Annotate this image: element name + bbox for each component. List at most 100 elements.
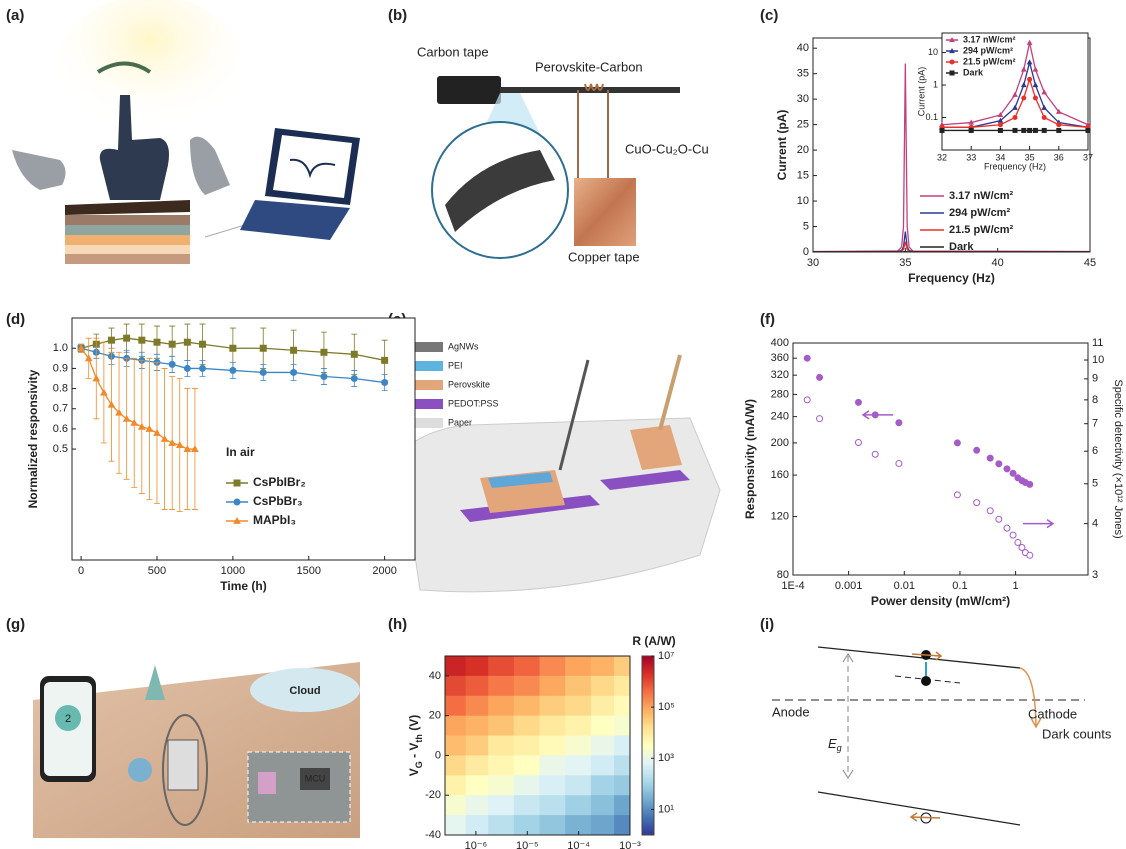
axis-label: Time (h): [220, 579, 266, 593]
heatmap-cell: [445, 795, 466, 815]
y-tick-label: 0.9: [53, 362, 68, 374]
x-tick-label: 0.1: [952, 580, 967, 592]
heatmap-cell: [488, 755, 514, 775]
illustration-a-shape: [65, 215, 190, 225]
heatmap-cell: [540, 795, 566, 815]
heatmap-cell: [591, 676, 615, 696]
heatmap-cell: [488, 696, 514, 716]
panel-label: (c): [760, 7, 778, 24]
axis-label-part: V: [407, 768, 421, 776]
heatmap-cell: [614, 696, 630, 716]
x-tick-label: 33: [966, 152, 976, 162]
heatmap-cell: [565, 736, 591, 756]
marker: [321, 349, 327, 355]
illustration-a-shape: [240, 200, 350, 240]
x-tick-label: 10⁻³: [619, 840, 641, 849]
x-tick-label: 0: [78, 565, 84, 577]
x-tick-label: 10⁻⁴: [567, 840, 590, 849]
heatmap-cell: [488, 716, 514, 736]
energy-gap-subscript: g: [837, 743, 842, 753]
heatmap-cell: [466, 676, 489, 696]
heatmap-cell: [466, 716, 489, 736]
axis-label: Current (pA): [916, 67, 926, 117]
heatmap-cell: [540, 676, 566, 696]
marker: [184, 365, 190, 371]
y2-tick-label: 8: [1092, 394, 1098, 406]
legend-marker: [950, 60, 954, 64]
heatmap-cell: [488, 736, 514, 756]
heatmap-cell: [565, 775, 591, 795]
heatmap-cell: [445, 716, 466, 736]
illustration-e-shape: [415, 399, 443, 409]
heatmap-cell: [614, 736, 630, 756]
x-tick-label: 45: [1084, 257, 1096, 269]
heatmap-cell: [565, 795, 591, 815]
marker: [896, 420, 902, 426]
label: Anode: [772, 704, 810, 719]
x-tick-label: 1: [1013, 580, 1019, 592]
heatmap-cell: [488, 795, 514, 815]
heatmap-cell: [540, 775, 566, 795]
legend-label: PEI: [448, 360, 463, 370]
marker: [987, 508, 993, 514]
marker: [200, 341, 206, 347]
y-tick-label: 360: [771, 352, 789, 364]
marker: [139, 337, 145, 343]
y-tick-label: 80: [777, 569, 789, 581]
legend-marker: [234, 480, 240, 486]
heatmap-cell: [614, 755, 630, 775]
heatmap-cell: [614, 676, 630, 696]
x-tick-label: 1000: [221, 565, 245, 577]
marker: [321, 373, 327, 379]
illustration-e-shape: [415, 418, 443, 428]
marker: [1027, 481, 1033, 487]
illustration-g-shape: [258, 772, 276, 794]
y-tick-label: 120: [771, 510, 789, 522]
illustration-i: Eg Dark counts Anode Cathode: [772, 647, 1112, 825]
axis-label: Frequency (Hz): [984, 161, 1046, 171]
y-tick-label: 160: [771, 469, 789, 481]
label: Copper tape: [568, 249, 640, 264]
axis-label: Current (pA): [775, 110, 789, 181]
marker: [1027, 552, 1033, 558]
marker: [872, 451, 878, 457]
cloud-label: Cloud: [289, 685, 320, 697]
y2-tick-label: 11: [1092, 337, 1103, 349]
marker: [200, 365, 206, 371]
legend-label: MAPbI₃: [253, 513, 296, 527]
figure: (a) (b) (c) (d) (e) (f) (g) (h) (i) Carb…: [0, 0, 1126, 849]
y-tick-label: 320: [771, 369, 789, 381]
x-tick-label: 0.001: [835, 580, 863, 592]
heatmap-cell: [540, 696, 566, 716]
x-tick-label: 500: [148, 565, 166, 577]
heatmap-cell: [445, 755, 466, 775]
axis-label-part: th: [414, 734, 424, 743]
axis-label-part: G: [414, 761, 424, 768]
panel-label: (d): [6, 311, 25, 328]
heatmap-cell: [514, 755, 540, 775]
y-tick-label: 1: [933, 79, 938, 89]
plot-area: [793, 343, 1088, 575]
marker: [1004, 466, 1010, 472]
heatmap-cell: [614, 656, 630, 676]
y-tick-label: 20: [429, 710, 441, 722]
heatmap-cell: [514, 656, 540, 676]
x-tick-label: 30: [807, 257, 819, 269]
y-tick-label: 0: [803, 246, 809, 258]
marker: [987, 455, 993, 461]
heatmap-cell: [466, 696, 489, 716]
heatmap-cell: [445, 775, 466, 795]
mcu-label: MCU: [305, 773, 326, 783]
y-tick-label: -40: [425, 829, 441, 841]
axis-label-part: (V): [407, 715, 421, 734]
illustration-a-shape: [12, 150, 66, 190]
y-tick-label: 0.1: [925, 112, 938, 122]
heatmap-cell: [614, 795, 630, 815]
illustration-e: AgNWs PEI Perovskite PEDOT:PSS Paper: [398, 341, 720, 591]
x-tick-label: 35: [899, 257, 911, 269]
heatmap-cell: [514, 696, 540, 716]
colorbar-label: R (A/W): [632, 634, 675, 648]
panel-label: (a): [6, 7, 24, 24]
legend-label: AgNWs: [448, 341, 479, 351]
illustration-g-shape: [145, 665, 165, 700]
